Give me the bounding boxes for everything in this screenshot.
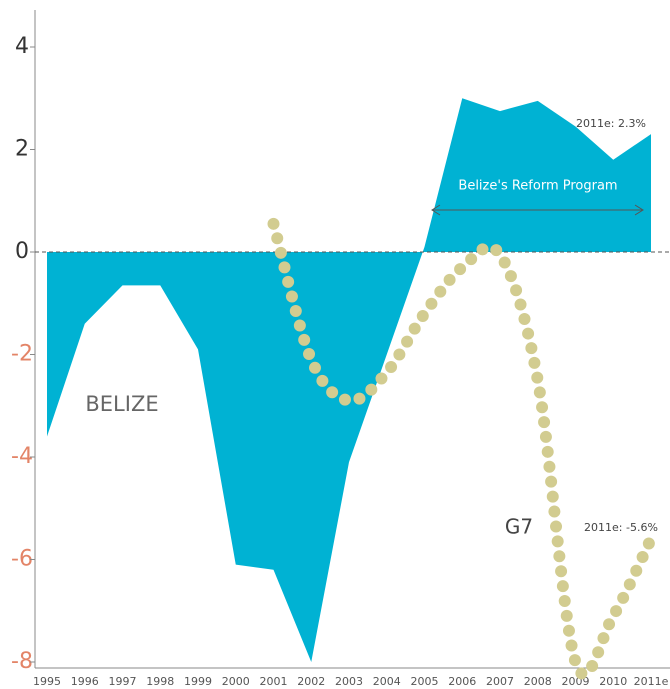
x-tick-label: 2004 — [373, 675, 401, 688]
series-label: G7 — [505, 515, 533, 539]
x-tick-label: 2007 — [486, 675, 514, 688]
y-tick-label: -2 — [11, 342, 33, 367]
annotation: 2011e: -5.6% — [584, 521, 658, 534]
line — [267, 217, 657, 681]
x-tick-label: 1997 — [109, 675, 137, 688]
y-tick-label: -4 — [11, 444, 33, 469]
annotation: Belize's Reform Program — [458, 179, 617, 194]
x-tick-label: 2002 — [297, 675, 325, 688]
y-tick-label: 0 — [15, 239, 29, 264]
x-tick-label: 1999 — [184, 675, 212, 688]
x-tick-label: 2006 — [448, 675, 476, 688]
series-label: BELIZE — [85, 392, 158, 416]
x-tick-label: 2001 — [260, 675, 288, 688]
x-tick-label: 2011e — [634, 675, 669, 688]
x-tick-label: 1995 — [33, 675, 61, 688]
x-tick-label: 1996 — [71, 675, 99, 688]
x-tick-label: 1998 — [146, 675, 174, 688]
x-tick-label: 2003 — [335, 675, 363, 688]
x-tick-label: 2005 — [411, 675, 439, 688]
x-tick-label: 2000 — [222, 675, 250, 688]
x-tick-label: 2010 — [599, 675, 627, 688]
y-tick-label: 2 — [15, 137, 29, 162]
area — [47, 98, 651, 662]
y-tick-label: 4 — [15, 34, 29, 59]
annotation: 2011e: 2.3% — [576, 117, 646, 130]
y-tick-label: -6 — [11, 547, 33, 572]
y-tick-label: -8 — [11, 649, 33, 674]
arrow-head — [634, 204, 644, 216]
x-tick-label: 2008 — [524, 675, 552, 688]
arrow-head — [431, 204, 441, 216]
